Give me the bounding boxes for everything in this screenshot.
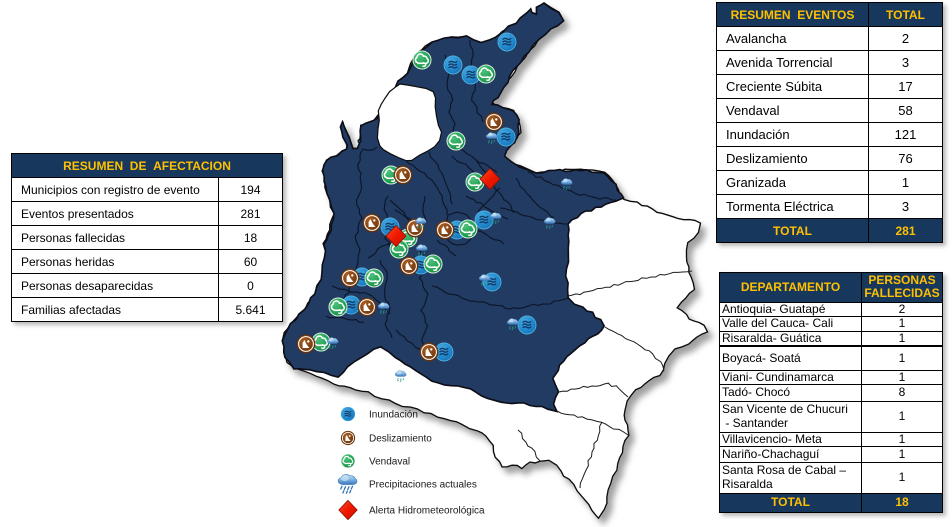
svg-text:Precipitaciones actuales: Precipitaciones actuales xyxy=(369,480,477,491)
svg-text:Inundación: Inundación xyxy=(369,410,418,421)
svg-text:Alerta Hidrometeorológica: Alerta Hidrometeorológica xyxy=(369,506,485,517)
svg-text:Vendaval: Vendaval xyxy=(369,457,410,468)
svg-text:Deslizamiento: Deslizamiento xyxy=(369,434,432,445)
